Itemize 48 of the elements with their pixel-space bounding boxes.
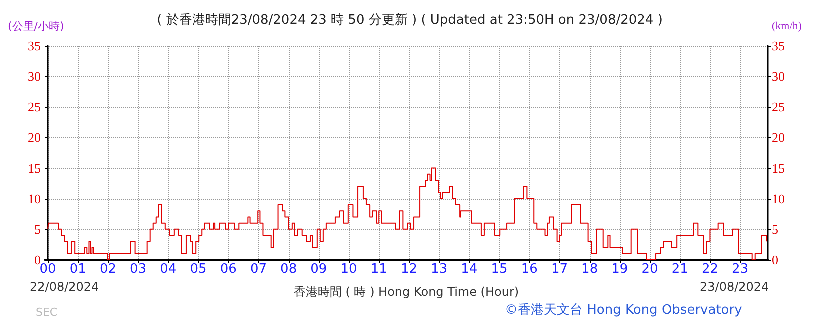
y-tick-label: 10 <box>28 191 41 206</box>
x-axis-title: 香港時間 ( 時 ) Hong Kong Time (Hour) <box>294 285 520 299</box>
x-tick-label: 03 <box>130 262 147 277</box>
x-tick-label: 02 <box>100 262 116 277</box>
y2-tick-label: 0 <box>772 252 778 268</box>
x-tick-label: 23 <box>732 262 749 277</box>
x-tick-label: 17 <box>551 262 568 277</box>
text: ©香港天文台 Hong Kong Observatory <box>505 303 743 318</box>
y-tick-label: 15 <box>28 160 41 176</box>
text: SEC <box>36 306 58 319</box>
x-tick-label: 01 <box>70 262 86 277</box>
y2-tick-label: 25 <box>772 100 785 115</box>
x-tick-label: 16 <box>521 262 538 277</box>
x-tick-label: 09 <box>310 262 328 277</box>
text: 22/08/2024 <box>30 280 100 294</box>
y2-tick-label: 35 <box>772 38 785 54</box>
x-tick-label: 05 <box>190 262 207 277</box>
y-tick-label: 0 <box>34 252 41 268</box>
x-tick-label: 08 <box>280 262 298 277</box>
text: 23/08/2024 <box>700 280 770 294</box>
x-tick-label: 20 <box>642 262 658 277</box>
y-tick-label: 25 <box>28 100 41 115</box>
x-tick-label: 10 <box>340 262 358 277</box>
x-tick-label: 14 <box>461 262 478 277</box>
chart-title: ( 於香港時間23/08/2024 23 時 50 分更新 ) ( Updated at 23:50H on 23/08/2024 ) <box>157 13 663 28</box>
x-tick-label: 18 <box>582 262 598 277</box>
x-tick-label: 11 <box>370 262 388 277</box>
x-tick-label: 12 <box>400 262 418 277</box>
x-tick-label: 00 <box>40 262 56 277</box>
y2-tick-label: 5 <box>772 222 778 237</box>
y-axis-title: (公里/小時) <box>8 20 64 33</box>
x-tick-label: 22 <box>702 262 718 277</box>
y-tick-label: 30 <box>28 69 41 84</box>
y2-axis-title: (km/h) <box>772 20 802 32</box>
y2-tick-label: 15 <box>772 160 785 176</box>
x-tick-label: 06 <box>220 262 237 277</box>
y2-tick-label: 10 <box>772 191 785 206</box>
x-tick-label: 07 <box>250 262 267 277</box>
x-tick-label: 15 <box>491 262 508 277</box>
x-tick-label: 13 <box>431 262 448 277</box>
y-tick-label: 35 <box>28 38 41 54</box>
x-tick-label: 21 <box>672 262 688 277</box>
x-tick-label: 04 <box>160 262 177 277</box>
x-tick-label: 19 <box>612 262 628 277</box>
y2-tick-label: 20 <box>772 130 785 146</box>
y2-tick-label: 30 <box>772 69 785 84</box>
y-tick-label: 5 <box>34 222 41 237</box>
y-tick-label: 20 <box>28 130 41 146</box>
